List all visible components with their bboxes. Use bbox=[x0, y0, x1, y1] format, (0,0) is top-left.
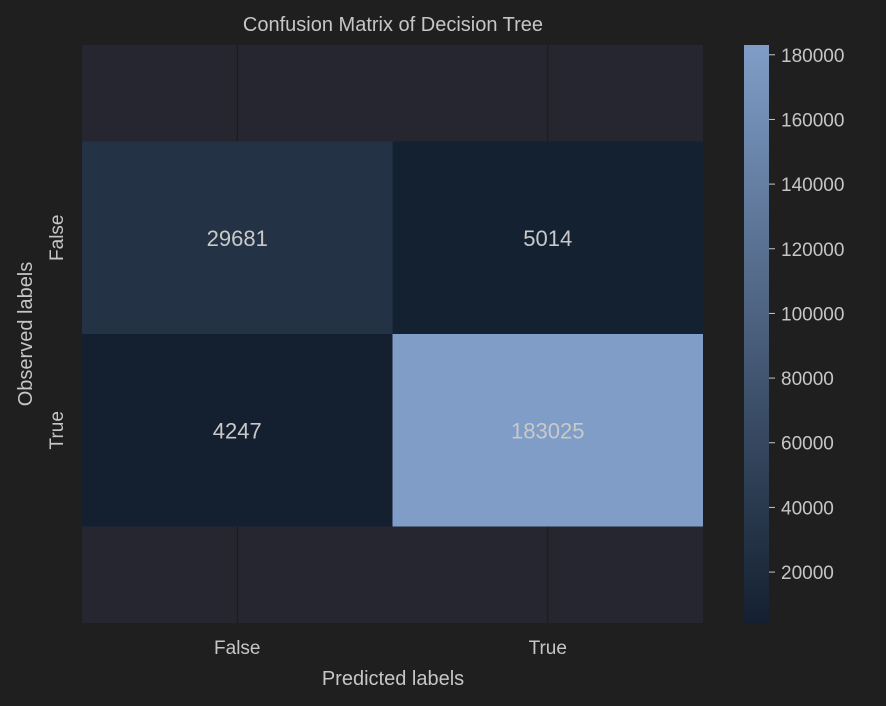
colorbar-gradient bbox=[744, 45, 769, 623]
colorbar-tick-label: 20000 bbox=[781, 563, 834, 584]
y-axis-label: Observed labels bbox=[15, 262, 37, 407]
colorbar-tick-label: 140000 bbox=[781, 175, 844, 196]
x-tick-label: False bbox=[214, 638, 260, 659]
colorbar-tick-label: 60000 bbox=[781, 434, 834, 455]
cell-value-label: 29681 bbox=[207, 226, 268, 251]
cell-value-label: 4247 bbox=[213, 418, 262, 443]
colorbar: 20000 40000 60000 80000 100000 120000 140000 16… bbox=[744, 45, 844, 623]
y-tick-label: False bbox=[47, 215, 68, 261]
heatmap-cell bbox=[392, 141, 703, 334]
cell-value-label: 5014 bbox=[523, 226, 572, 251]
plot-area: 29681 5014 4247 183025 bbox=[82, 45, 703, 623]
heatmap-cell bbox=[82, 141, 393, 334]
heatmap-cell bbox=[392, 334, 703, 527]
colorbar-tick-label: 180000 bbox=[781, 46, 844, 67]
colorbar-tick-label: 80000 bbox=[781, 369, 834, 390]
heatmap-cells bbox=[82, 141, 703, 527]
colorbar-tick-label: 160000 bbox=[781, 110, 844, 131]
x-tick-label: True bbox=[529, 638, 567, 659]
x-tick-labels: False True bbox=[214, 638, 567, 659]
x-axis-label: Predicted labels bbox=[322, 668, 464, 690]
colorbar-tick-label: 40000 bbox=[781, 498, 834, 519]
cell-value-label: 183025 bbox=[511, 418, 584, 443]
colorbar-ticks: 20000 40000 60000 80000 100000 120000 140000 16… bbox=[769, 46, 844, 584]
y-tick-labels: False True bbox=[47, 215, 68, 450]
colorbar-tick-label: 120000 bbox=[781, 240, 844, 261]
heatmap-cell bbox=[82, 334, 393, 527]
chart-title: Confusion Matrix of Decision Tree bbox=[243, 14, 543, 36]
y-tick-label: True bbox=[47, 411, 68, 449]
colorbar-tick-label: 100000 bbox=[781, 304, 844, 325]
cell-value-labels: 29681 5014 4247 183025 bbox=[207, 226, 585, 444]
